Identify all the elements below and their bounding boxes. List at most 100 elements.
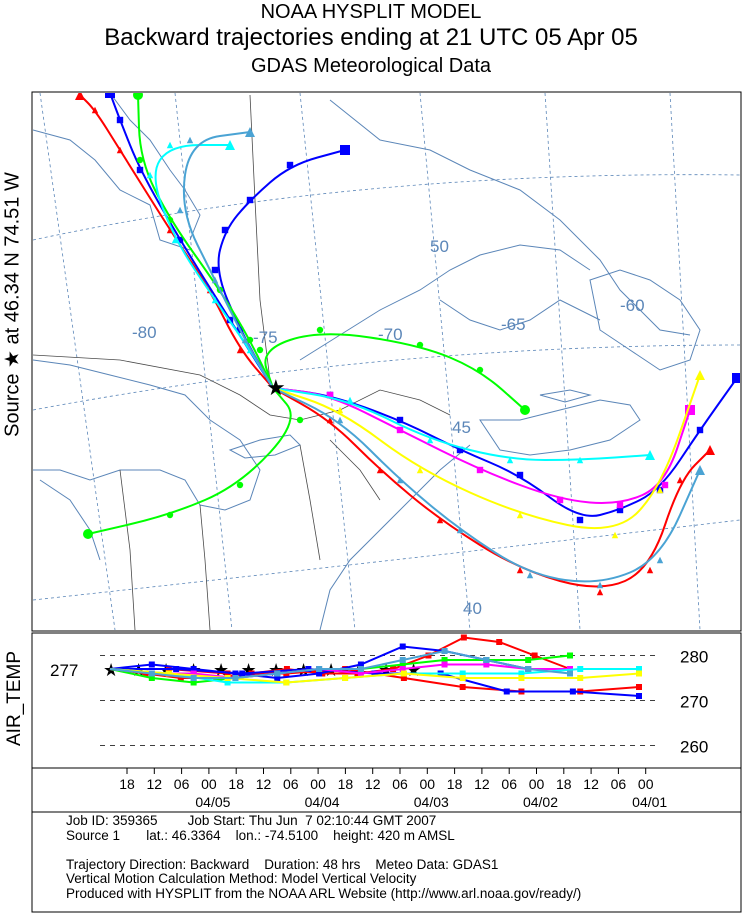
- temp-series-point: [232, 675, 239, 681]
- temp-source-star: ★: [103, 660, 119, 681]
- footer-job-line: Job ID: 359365 Job Start: Thu Jun 7 02:1…: [66, 813, 437, 828]
- trajectory: [83, 387, 304, 539]
- temp-series-point: [305, 666, 312, 672]
- temp-series-point: [525, 666, 532, 672]
- temp-series-point: [165, 670, 172, 677]
- trajectory: [211, 145, 350, 389]
- time-axis: 18 12 06 00 18 12 06 00 18 12 06 00 18 12 06 00 18 12 06 00…: [119, 768, 667, 810]
- temp-series-point: [459, 675, 466, 681]
- temp-series-point: [357, 666, 364, 672]
- trajectory-line: [272, 377, 738, 517]
- temp-series-point: [190, 679, 197, 686]
- graticule-line: [544, 93, 581, 630]
- time-tick-label: 18: [228, 776, 244, 792]
- footer-vertical-line: Vertical Motion Calculation Method: Mode…: [66, 871, 417, 887]
- temp-series-line: [109, 649, 571, 679]
- time-tick-label: 12: [256, 776, 272, 792]
- trajectory: [176, 127, 274, 389]
- temp-series-point: [224, 679, 231, 686]
- title-line-3: GDAS Meteorological Data: [250, 55, 492, 77]
- trajectory-marker: [645, 450, 655, 460]
- lon-label: -65: [501, 315, 526, 334]
- trajectory-marker: [426, 436, 434, 444]
- trajectory-marker: [83, 529, 93, 539]
- temp-left-label: 277: [50, 661, 78, 680]
- hudson-bay-coast: [33, 129, 191, 251]
- trajectory-marker: [476, 466, 484, 474]
- trajectory-marker: [576, 456, 584, 464]
- lon-label: -75: [253, 328, 278, 347]
- trajectory-marker: [176, 206, 184, 214]
- trajectory-marker: [116, 116, 124, 124]
- lake-ontario-coast: [228, 434, 301, 459]
- trajectory-marker: [396, 416, 404, 424]
- trajectory-marker: [396, 426, 404, 434]
- lat-label: 45: [452, 418, 471, 437]
- trajectory-marker: [695, 370, 705, 380]
- trajectory: [75, 93, 274, 389]
- temp-series-point: [459, 684, 466, 690]
- trajectory-marker: [241, 336, 249, 344]
- time-tick-label: 06: [501, 776, 517, 792]
- temp-tick-label: 280: [680, 648, 708, 667]
- title-block: NOAA HYSPLIT MODEL Backward trajectories…: [0, 0, 742, 79]
- temp-series-point: [148, 675, 155, 681]
- border-line: [249, 94, 271, 381]
- time-tick-label: 06: [174, 776, 190, 792]
- coastlines: [33, 93, 701, 630]
- trajectory-marker: [326, 416, 334, 424]
- temp-series-point: [399, 661, 406, 668]
- temp-series-point: [390, 666, 397, 672]
- lat-label: 50: [430, 237, 449, 256]
- temp-series-point: [459, 670, 466, 677]
- temp-series-point: [148, 670, 155, 677]
- trajectory-marker: [656, 556, 664, 564]
- trajectory-marker: [225, 140, 235, 150]
- gaspe-coast: [439, 299, 601, 331]
- temp-tick-label: 270: [680, 693, 708, 712]
- temp-series-point: [503, 688, 510, 695]
- footer-direction-line: Trajectory Direction: Backward Duration:…: [66, 856, 499, 872]
- trajectory-marker: [136, 156, 144, 164]
- trajectory-marker: [695, 465, 705, 475]
- time-tick-label: 00: [310, 776, 326, 792]
- temp-series-point: [483, 657, 490, 663]
- map-frame: [31, 91, 742, 632]
- time-date-label: 04/03: [414, 794, 449, 810]
- graticule: [33, 93, 740, 630]
- trajectory-marker: [520, 405, 530, 415]
- trajectory: [272, 387, 655, 464]
- graticule-line: [33, 174, 740, 241]
- trajectory-line: [272, 387, 711, 588]
- trajectory-marker: [516, 511, 524, 519]
- time-tick-label: 06: [392, 776, 408, 792]
- graticule-line: [39, 93, 116, 630]
- trajectory-marker: [661, 481, 669, 489]
- newfoundland-coast: [589, 269, 701, 371]
- temp-series-point: [518, 675, 525, 681]
- time-date-label: 04/05: [195, 794, 230, 810]
- temp-series-point: [173, 666, 180, 672]
- trajectory-marker: [256, 346, 264, 354]
- time-date-label: 04/02: [523, 794, 558, 810]
- footer-blank-line: [66, 843, 581, 858]
- temp-series-point: [483, 661, 490, 668]
- trajectory-marker: [340, 145, 350, 155]
- temp-series-point: [371, 670, 378, 677]
- temp-tick-label: 260: [680, 738, 708, 757]
- pei-coast: [539, 389, 592, 403]
- trajectory-marker: [166, 226, 174, 234]
- trajectory-marker: [416, 341, 424, 349]
- temp-series-point: [400, 675, 407, 681]
- trajectory-marker: [456, 446, 464, 454]
- time-date-label: 04/04: [305, 794, 340, 810]
- trajectory-marker: [416, 466, 424, 474]
- trajectory-marker: [705, 445, 715, 455]
- temp-series: [109, 648, 573, 681]
- trajectory-marker: [105, 93, 115, 98]
- trajectory-marker: [246, 336, 254, 344]
- st-lawrence-coast: [299, 244, 591, 361]
- east-coast: [319, 444, 471, 630]
